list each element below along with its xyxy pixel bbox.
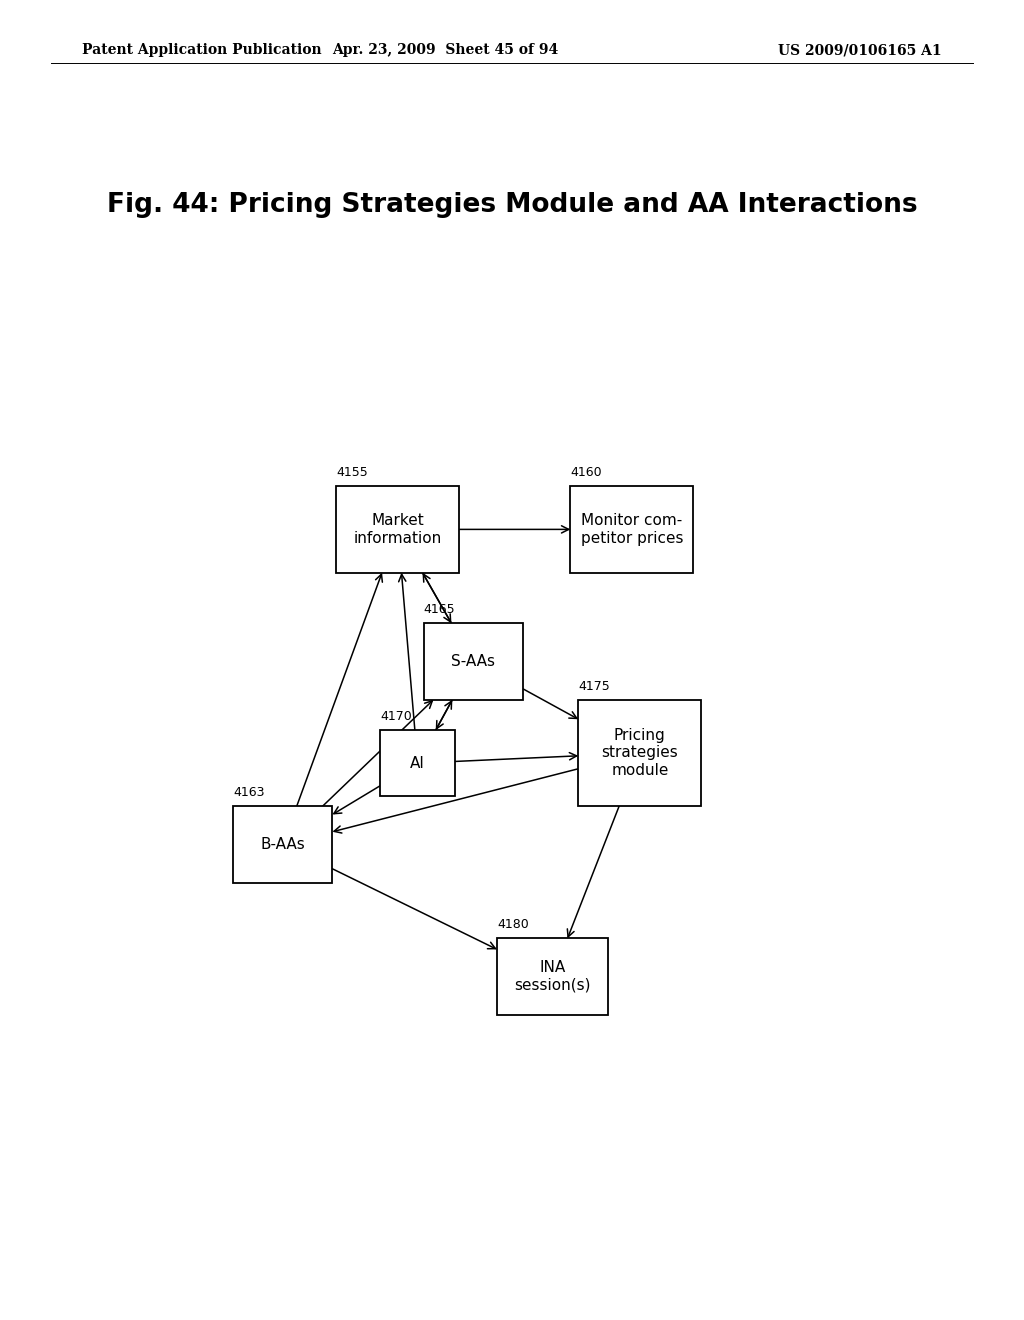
Bar — [380, 730, 456, 796]
Text: Patent Application Publication: Patent Application Publication — [82, 44, 322, 57]
Text: 4163: 4163 — [233, 787, 264, 799]
FancyArrowPatch shape — [297, 574, 382, 807]
Text: Fig. 44: Pricing Strategies Module and AA Interactions: Fig. 44: Pricing Strategies Module and A… — [106, 191, 918, 218]
Text: Monitor com-
petitor prices: Monitor com- petitor prices — [581, 513, 683, 545]
Text: INA
session(s): INA session(s) — [514, 961, 591, 993]
FancyArrowPatch shape — [456, 752, 577, 762]
FancyArrowPatch shape — [436, 701, 452, 730]
Text: US 2009/0106165 A1: US 2009/0106165 A1 — [778, 44, 942, 57]
Text: Pricing
strategies
module: Pricing strategies module — [601, 729, 678, 777]
FancyArrowPatch shape — [423, 574, 452, 623]
Text: 4165: 4165 — [424, 603, 456, 616]
Bar — [233, 807, 333, 883]
FancyArrowPatch shape — [333, 869, 496, 949]
FancyArrowPatch shape — [334, 768, 579, 833]
Bar — [570, 486, 693, 573]
Text: B-AAs: B-AAs — [260, 837, 305, 851]
FancyArrowPatch shape — [567, 807, 620, 937]
FancyArrowPatch shape — [523, 689, 577, 718]
Bar — [497, 939, 608, 1015]
FancyArrowPatch shape — [460, 525, 568, 533]
Text: Apr. 23, 2009  Sheet 45 of 94: Apr. 23, 2009 Sheet 45 of 94 — [333, 44, 558, 57]
FancyArrowPatch shape — [423, 573, 451, 622]
Text: 4160: 4160 — [570, 466, 602, 479]
Text: S-AAs: S-AAs — [452, 653, 496, 669]
Bar — [579, 700, 701, 807]
FancyArrowPatch shape — [398, 574, 415, 730]
Text: Market
information: Market information — [353, 513, 442, 545]
FancyArrowPatch shape — [334, 785, 380, 813]
Text: 4155: 4155 — [336, 466, 368, 479]
Text: AI: AI — [411, 755, 425, 771]
Bar — [336, 486, 460, 573]
Text: 4175: 4175 — [579, 680, 610, 693]
Bar — [424, 623, 523, 700]
Text: 4180: 4180 — [497, 919, 528, 932]
FancyArrowPatch shape — [436, 700, 453, 729]
Text: 4170: 4170 — [380, 710, 412, 723]
FancyArrowPatch shape — [323, 701, 432, 807]
